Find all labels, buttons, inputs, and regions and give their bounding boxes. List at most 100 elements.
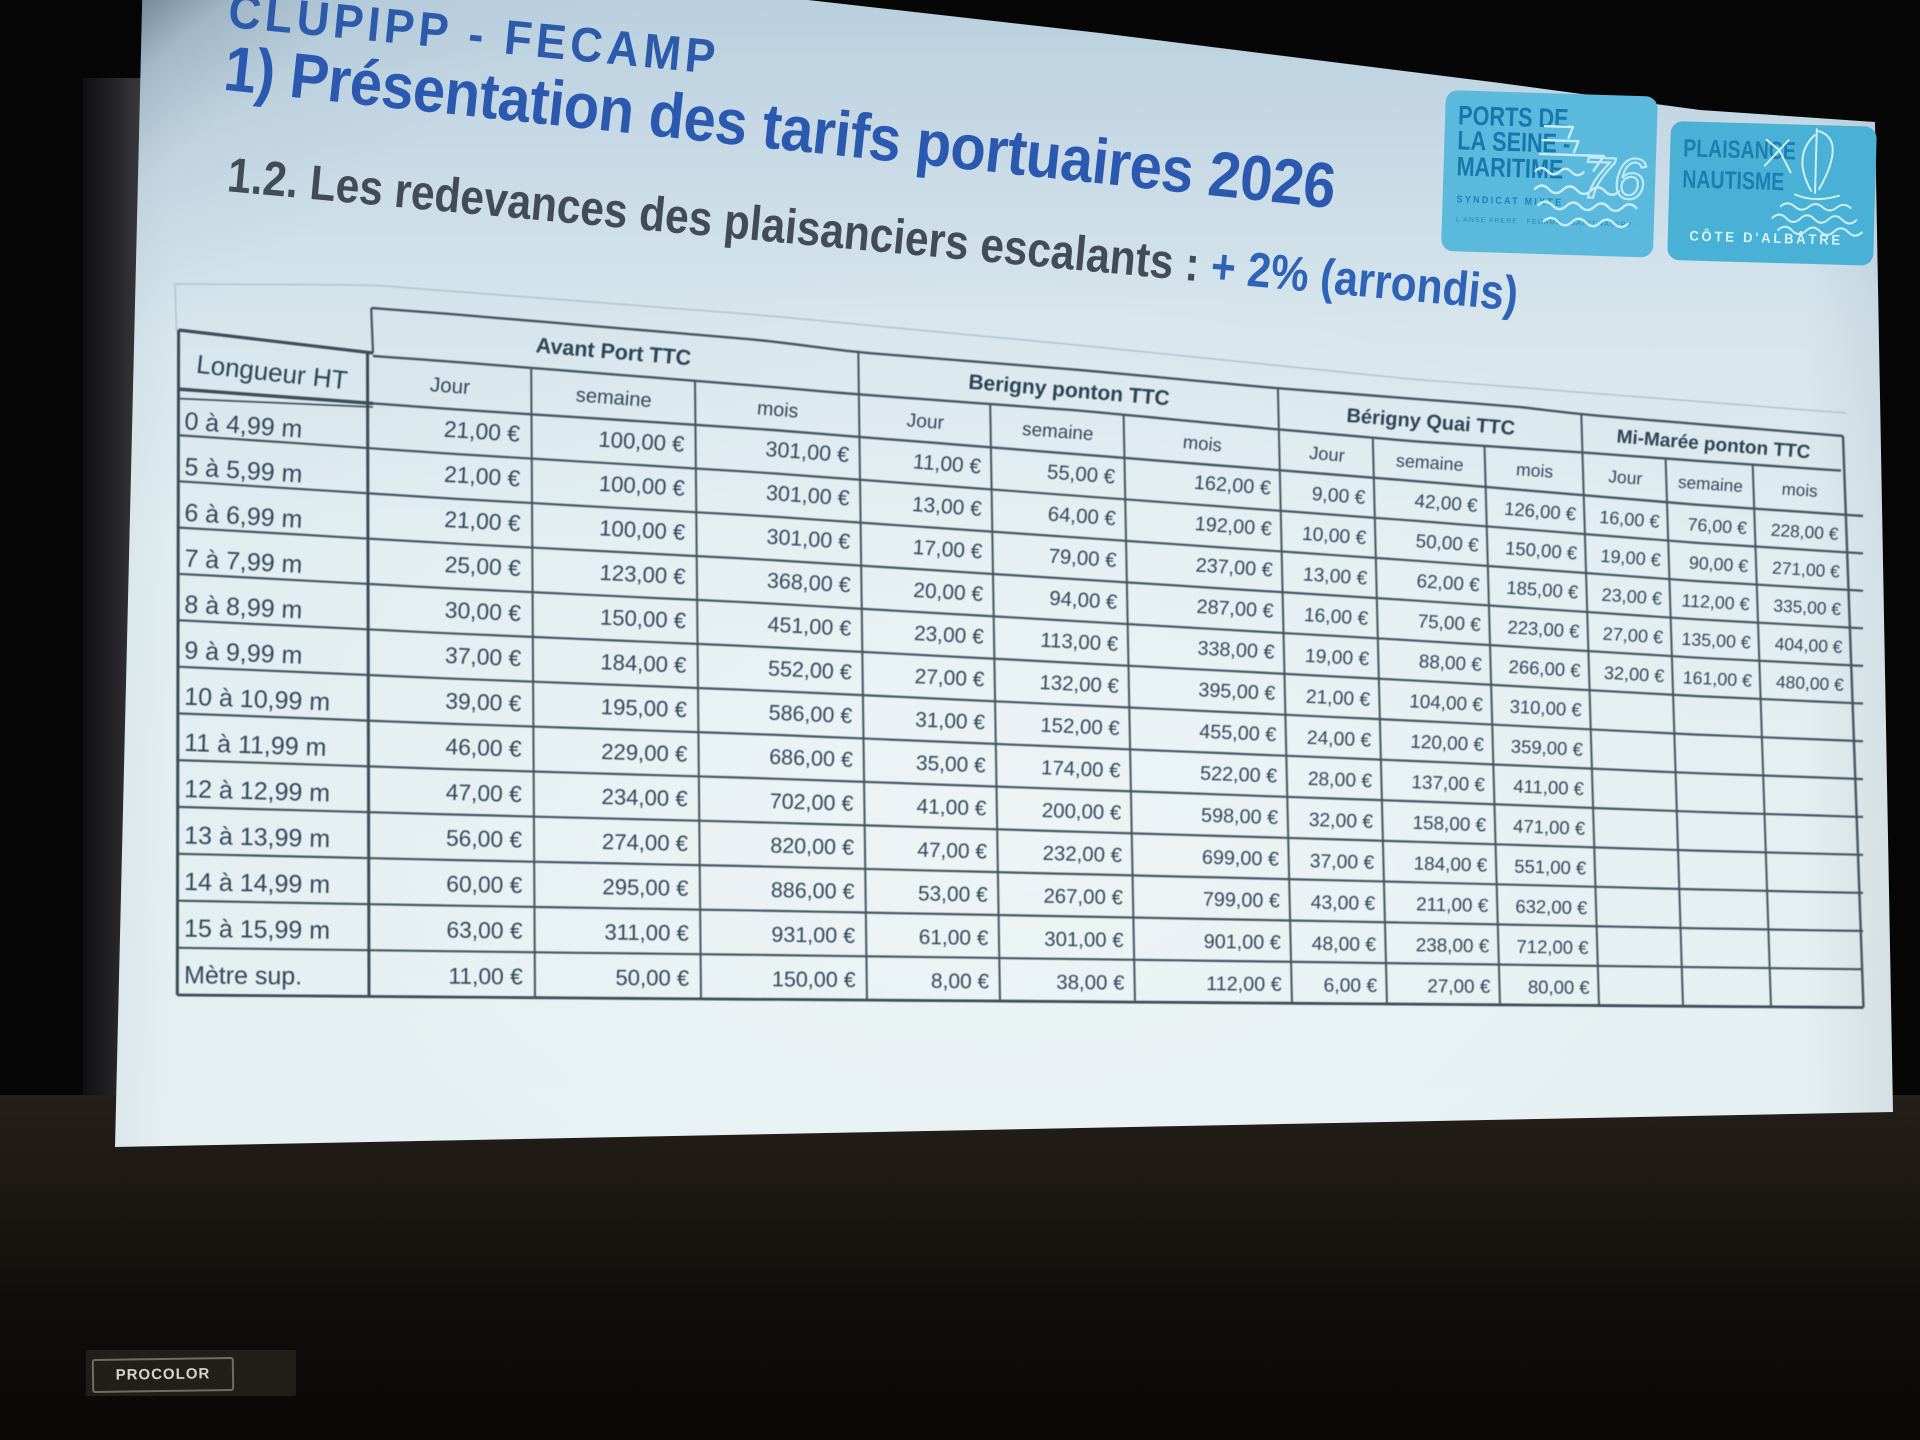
svg-text:522,00 €: 522,00 € xyxy=(1200,763,1278,788)
svg-text:9 à 9,99 m: 9 à 9,99 m xyxy=(184,637,303,670)
svg-text:53,00 €: 53,00 € xyxy=(918,882,989,906)
svg-text:mois: mois xyxy=(756,397,799,422)
svg-text:30,00 €: 30,00 € xyxy=(444,597,522,627)
svg-text:271,00 €: 271,00 € xyxy=(1772,558,1841,582)
svg-text:8,00 €: 8,00 € xyxy=(931,970,990,994)
svg-text:31,00 €: 31,00 € xyxy=(915,708,986,734)
svg-text:19,00 €: 19,00 € xyxy=(1304,646,1370,670)
svg-text:211,00 €: 211,00 € xyxy=(1416,894,1489,917)
svg-text:6,00 €: 6,00 € xyxy=(1323,975,1377,997)
svg-text:161,00 €: 161,00 € xyxy=(1682,667,1752,690)
svg-text:39,00 €: 39,00 € xyxy=(445,688,522,717)
svg-text:94,00 €: 94,00 € xyxy=(1049,588,1119,614)
svg-text:semaine: semaine xyxy=(1677,472,1743,496)
svg-text:56,00 €: 56,00 € xyxy=(446,825,523,853)
svg-text:20,00 €: 20,00 € xyxy=(913,579,984,606)
svg-text:301,00 €: 301,00 € xyxy=(766,525,851,554)
svg-text:21,00 €: 21,00 € xyxy=(444,506,522,536)
svg-text:158,00 €: 158,00 € xyxy=(1412,813,1487,837)
svg-text:901,00 €: 901,00 € xyxy=(1204,931,1281,954)
svg-text:359,00 €: 359,00 € xyxy=(1510,736,1584,760)
svg-text:11 à 11,99 m: 11 à 11,99 m xyxy=(184,729,327,762)
svg-text:301,00 €: 301,00 € xyxy=(765,481,850,511)
svg-text:338,00 €: 338,00 € xyxy=(1197,638,1275,664)
svg-text:395,00 €: 395,00 € xyxy=(1198,679,1276,705)
svg-text:27,00 €: 27,00 € xyxy=(914,665,985,691)
svg-text:46,00 €: 46,00 € xyxy=(445,733,522,762)
svg-text:820,00 €: 820,00 € xyxy=(770,834,854,860)
svg-text:27,00 €: 27,00 € xyxy=(1427,976,1491,998)
svg-text:mois: mois xyxy=(1781,480,1818,501)
svg-text:21,00 €: 21,00 € xyxy=(443,461,521,492)
svg-text:Jour: Jour xyxy=(1608,466,1643,488)
svg-text:14 à 14,99 m: 14 à 14,99 m xyxy=(184,868,330,899)
svg-text:47,00 €: 47,00 € xyxy=(445,779,522,807)
svg-text:232,00 €: 232,00 € xyxy=(1042,843,1123,867)
svg-text:104,00 €: 104,00 € xyxy=(1409,691,1484,716)
svg-text:455,00 €: 455,00 € xyxy=(1199,721,1277,746)
svg-text:63,00 €: 63,00 € xyxy=(446,917,523,944)
svg-text:152,00 €: 152,00 € xyxy=(1040,715,1121,740)
svg-text:123,00 €: 123,00 € xyxy=(599,560,686,589)
svg-text:62,00 €: 62,00 € xyxy=(1416,571,1481,596)
svg-text:451,00 €: 451,00 € xyxy=(767,612,852,640)
svg-text:semaine: semaine xyxy=(1395,450,1464,475)
svg-text:21,00 €: 21,00 € xyxy=(1305,687,1371,711)
svg-text:19,00 €: 19,00 € xyxy=(1600,546,1662,570)
svg-text:150,00 €: 150,00 € xyxy=(600,604,687,633)
svg-text:10,00 €: 10,00 € xyxy=(1301,524,1367,550)
svg-text:48,00 €: 48,00 € xyxy=(1312,934,1377,956)
svg-text:32,00 €: 32,00 € xyxy=(1603,663,1664,686)
svg-text:301,00 €: 301,00 € xyxy=(1044,929,1124,952)
svg-text:37,00 €: 37,00 € xyxy=(1310,851,1375,874)
svg-text:42,00 €: 42,00 € xyxy=(1414,491,1479,517)
svg-text:Longueur HT: Longueur HT xyxy=(195,349,349,395)
svg-text:112,00 €: 112,00 € xyxy=(1206,973,1282,996)
svg-text:404,00 €: 404,00 € xyxy=(1774,634,1843,657)
svg-text:0 à 4,99 m: 0 à 4,99 m xyxy=(184,407,304,443)
svg-text:21,00 €: 21,00 € xyxy=(443,416,521,447)
svg-text:200,00 €: 200,00 € xyxy=(1042,800,1123,825)
svg-text:13,00 €: 13,00 € xyxy=(911,493,983,521)
svg-text:60,00 €: 60,00 € xyxy=(446,871,523,898)
svg-text:135,00 €: 135,00 € xyxy=(1681,629,1751,653)
svg-text:12 à 12,99 m: 12 à 12,99 m xyxy=(184,775,331,807)
svg-text:100,00 €: 100,00 € xyxy=(598,471,685,501)
svg-text:76: 76 xyxy=(1580,145,1647,212)
svg-text:295,00 €: 295,00 € xyxy=(602,874,688,901)
svg-text:551,00 €: 551,00 € xyxy=(1514,855,1587,878)
svg-text:699,00 €: 699,00 € xyxy=(1202,847,1280,871)
svg-text:76,00 €: 76,00 € xyxy=(1687,514,1748,538)
svg-text:Jour: Jour xyxy=(906,410,945,434)
svg-text:184,00 €: 184,00 € xyxy=(600,649,687,677)
svg-text:237,00 €: 237,00 € xyxy=(1195,554,1273,581)
svg-text:480,00 €: 480,00 € xyxy=(1776,672,1845,695)
svg-text:10 à 10,99 m: 10 à 10,99 m xyxy=(184,683,331,717)
svg-text:234,00 €: 234,00 € xyxy=(601,784,688,811)
svg-text:228,00 €: 228,00 € xyxy=(1770,520,1839,544)
svg-text:192,00 €: 192,00 € xyxy=(1194,513,1272,540)
svg-text:310,00 €: 310,00 € xyxy=(1509,696,1583,721)
svg-text:64,00 €: 64,00 € xyxy=(1047,504,1117,531)
svg-text:mois: mois xyxy=(1515,459,1554,481)
svg-text:702,00 €: 702,00 € xyxy=(769,789,853,816)
svg-text:24,00 €: 24,00 € xyxy=(1306,728,1371,752)
svg-text:132,00 €: 132,00 € xyxy=(1039,672,1120,698)
svg-text:311,00 €: 311,00 € xyxy=(604,920,689,946)
svg-text:238,00 €: 238,00 € xyxy=(1416,935,1490,957)
svg-text:411,00 €: 411,00 € xyxy=(1513,775,1585,799)
svg-text:686,00 €: 686,00 € xyxy=(769,745,854,772)
svg-text:16,00 €: 16,00 € xyxy=(1598,507,1660,532)
svg-text:17,00 €: 17,00 € xyxy=(912,536,983,564)
svg-text:13,00 €: 13,00 € xyxy=(1302,564,1368,589)
svg-text:55,00 €: 55,00 € xyxy=(1046,461,1116,488)
svg-text:471,00 €: 471,00 € xyxy=(1513,815,1586,838)
svg-text:88,00 €: 88,00 € xyxy=(1418,651,1483,676)
svg-text:75,00 €: 75,00 € xyxy=(1417,611,1482,636)
svg-text:43,00 €: 43,00 € xyxy=(1311,893,1376,915)
svg-text:50,00 €: 50,00 € xyxy=(615,965,689,991)
svg-text:586,00 €: 586,00 € xyxy=(768,701,853,728)
svg-text:7 à 7,99 m: 7 à 7,99 m xyxy=(184,545,304,580)
svg-text:287,00 €: 287,00 € xyxy=(1196,596,1274,623)
svg-text:16,00 €: 16,00 € xyxy=(1303,605,1369,630)
